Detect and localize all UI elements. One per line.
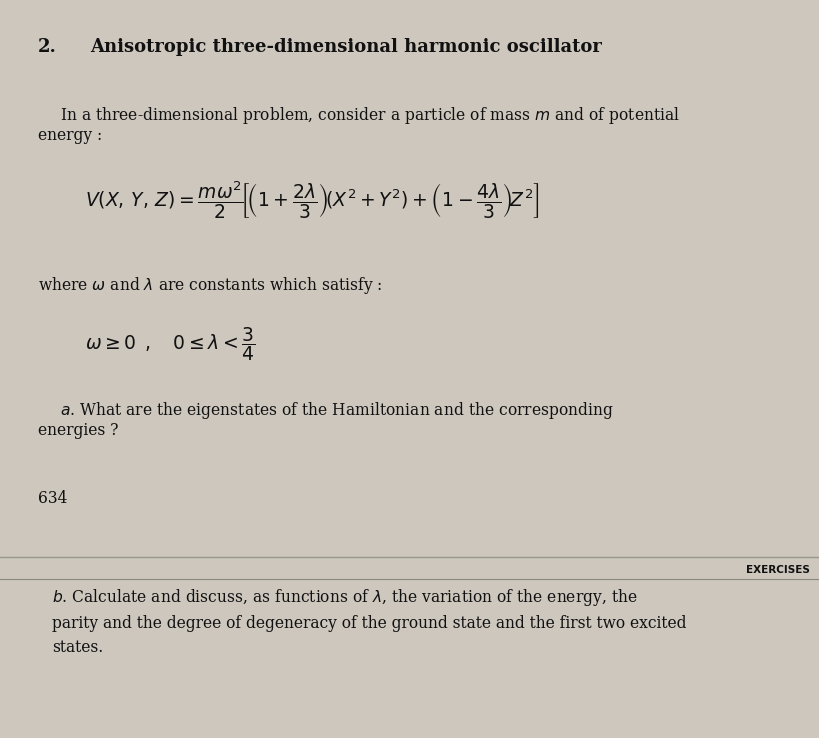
Text: where $\omega$ and $\lambda$ are constants which satisfy :: where $\omega$ and $\lambda$ are constan…	[38, 275, 382, 296]
Text: In a three-dimensional problem, consider a particle of mass $m$ and of potential: In a three-dimensional problem, consider…	[60, 105, 679, 126]
Text: $\omega \geq 0\ \,,\quad 0 \leq \lambda < \dfrac{3}{4}$: $\omega \geq 0\ \,,\quad 0 \leq \lambda …	[85, 325, 256, 363]
Text: $a$. What are the eigenstates of the Hamiltonian and the corresponding: $a$. What are the eigenstates of the Ham…	[60, 400, 613, 421]
Text: $b$. Calculate and discuss, as functions of $\lambda$, the variation of the ener: $b$. Calculate and discuss, as functions…	[52, 587, 686, 657]
Text: 634: 634	[38, 490, 67, 507]
Text: Anisotropic three-dimensional harmonic oscillator: Anisotropic three-dimensional harmonic o…	[90, 38, 601, 56]
Text: EXERCISES: EXERCISES	[745, 565, 809, 575]
Text: $V(X,\, Y,\, Z) = \dfrac{m\omega^2}{2}\!\left[\!\left(1 + \dfrac{2\lambda}{3}\ri: $V(X,\, Y,\, Z) = \dfrac{m\omega^2}{2}\!…	[85, 180, 540, 221]
Text: energies ?: energies ?	[38, 422, 119, 439]
Text: energy :: energy :	[38, 127, 102, 144]
Text: 2.: 2.	[38, 38, 57, 56]
